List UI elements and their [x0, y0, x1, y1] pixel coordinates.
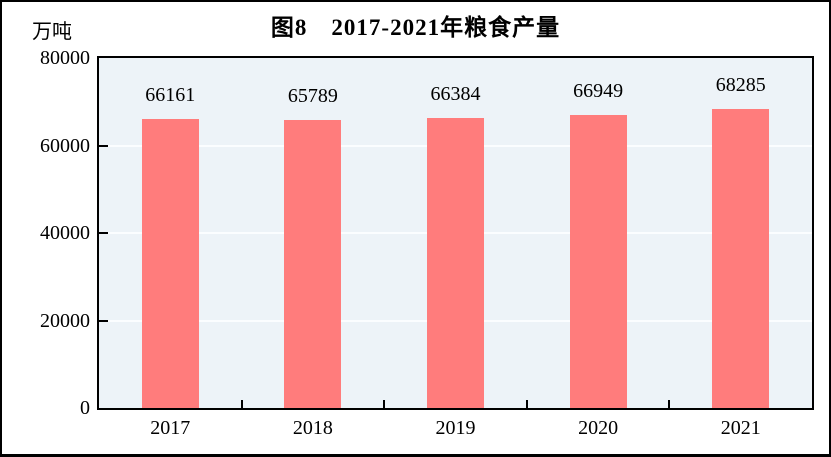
x-axis-tick-label: 2021	[720, 417, 761, 439]
bar-value-label: 65789	[287, 85, 338, 108]
y-axis-tick-label: 60000	[40, 134, 90, 157]
bar-2019	[427, 117, 484, 408]
bar-2021	[712, 109, 770, 408]
x-axis-tick-label: 2018	[292, 417, 333, 439]
bar-value-label: 66949	[573, 80, 624, 103]
x-axis-tick-label: 2017	[150, 417, 191, 439]
y-axis-tick-40000	[99, 232, 108, 234]
y-axis-tick-label: 0	[80, 397, 90, 419]
x-axis-tick	[383, 400, 386, 408]
y-axis-tick-label: 20000	[40, 309, 90, 332]
bar-2020	[569, 115, 627, 408]
y-axis-unit-label: 万吨	[32, 21, 72, 43]
y-axis-tick-label: 40000	[40, 222, 90, 244]
bar-value-label: 66161	[145, 83, 196, 106]
x-axis-tick-label: 2019	[435, 417, 476, 439]
bar-value-label: 66384	[430, 82, 481, 105]
bar-2018	[284, 120, 342, 408]
x-axis-tick	[525, 400, 528, 408]
y-axis-tick-label: 80000	[40, 47, 90, 69]
x-axis-tick	[668, 400, 671, 408]
x-axis-tick	[240, 400, 243, 408]
chart-title: 图8 2017-2021年粮食产量	[270, 15, 561, 40]
bar-value-label: 68285	[715, 74, 766, 97]
y-axis-tick-20000	[99, 319, 108, 322]
x-axis-tick-label: 2020	[578, 417, 619, 439]
plot-area: 66161 65789 66384 66949 68285	[97, 56, 814, 410]
bar-2017	[141, 118, 199, 408]
y-axis-tick-60000	[99, 144, 108, 147]
